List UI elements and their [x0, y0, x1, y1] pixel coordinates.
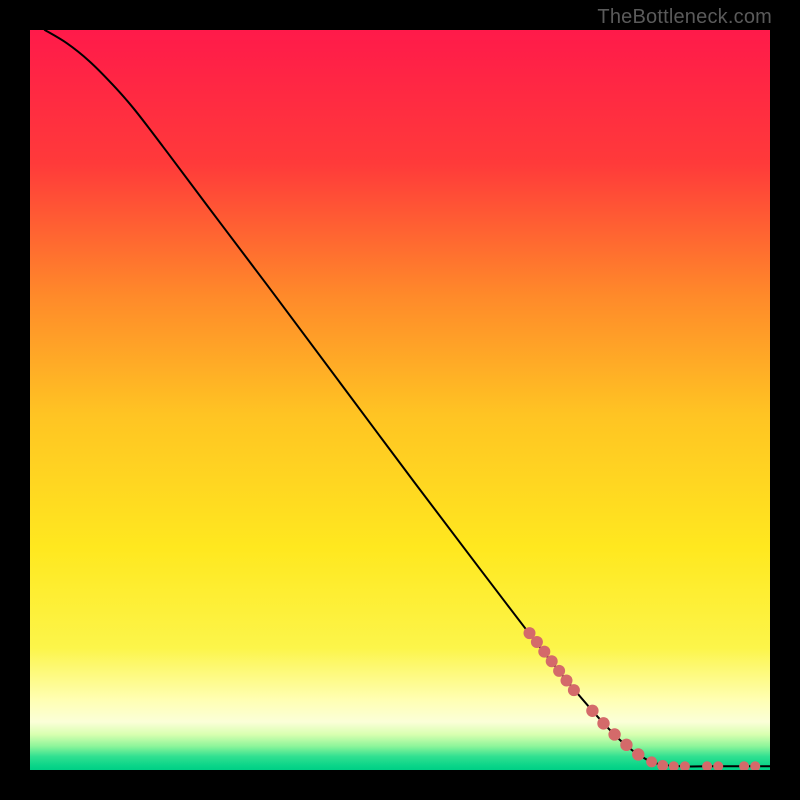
watermark-text: TheBottleneck.com — [597, 6, 772, 29]
data-marker — [553, 665, 565, 677]
data-marker — [531, 636, 543, 648]
data-marker — [632, 748, 644, 760]
data-marker — [608, 728, 620, 740]
plot-area — [30, 30, 770, 770]
data-marker — [620, 739, 632, 751]
data-marker — [568, 684, 580, 696]
chart-svg — [30, 30, 770, 770]
data-marker — [538, 646, 550, 658]
data-marker — [586, 705, 598, 717]
chart-background — [30, 30, 770, 770]
data-marker — [561, 674, 573, 686]
data-marker — [597, 717, 609, 729]
data-marker — [646, 756, 657, 767]
data-marker — [546, 655, 558, 667]
